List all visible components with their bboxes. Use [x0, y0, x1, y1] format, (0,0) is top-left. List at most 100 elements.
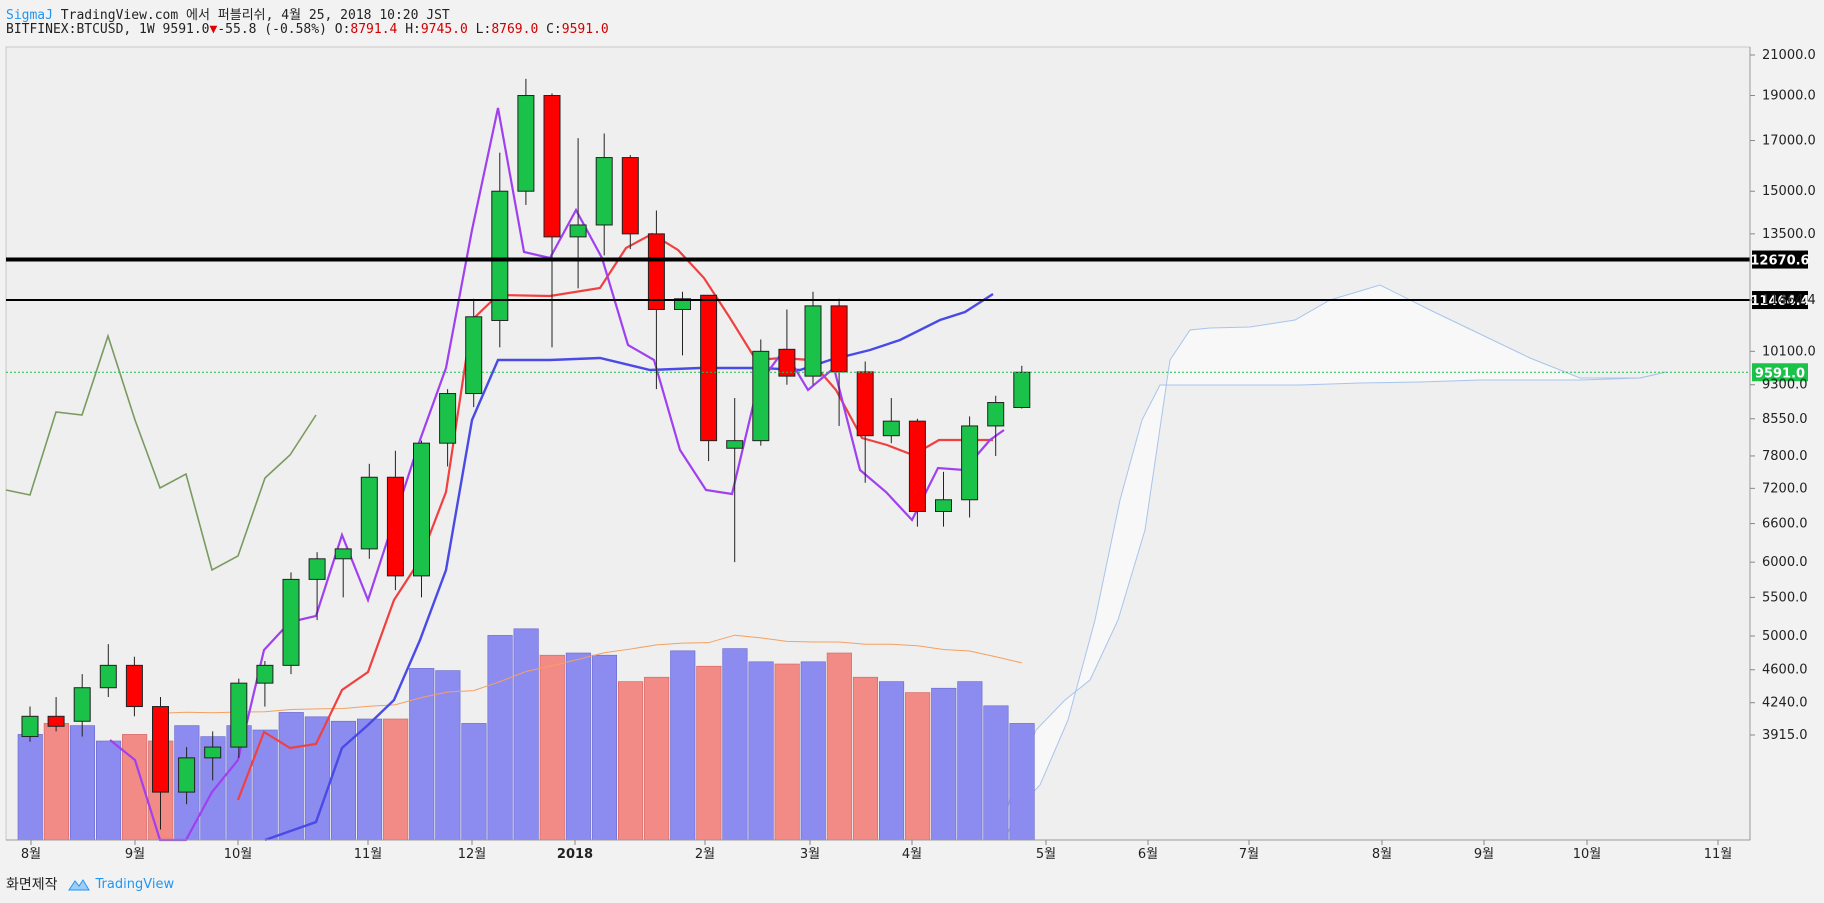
- volume-bar-26: [696, 665, 722, 841]
- cloud-fill: [1000, 285, 1666, 840]
- time-tick-6: 2월: [695, 847, 715, 862]
- price-tick-2: 17000.0: [1762, 134, 1816, 149]
- tradingview-logo-icon: [67, 878, 90, 890]
- made-with-label: 화면제작: [6, 877, 58, 893]
- volume-bar-34: [905, 692, 931, 841]
- conversion-line: [236, 232, 993, 801]
- volume-bar-10: [278, 712, 304, 841]
- price-axis[interactable]: 21000.0 19000.0 17000.0 15000.0 13500.0 11464…: [1749, 47, 1816, 840]
- price-label-1: 11464.4: [1750, 294, 1809, 309]
- price-tick-15: 4600.0: [1762, 663, 1808, 678]
- cloud-span-a: [999, 284, 1667, 841]
- price-label-box-2: [1752, 363, 1808, 382]
- symbol-label: BITFINEX:BTCUSD, 1W: [6, 22, 155, 37]
- open-value: 8791.4: [350, 22, 398, 37]
- price-tick-3: 15000.0: [1762, 184, 1816, 199]
- time-tick-15: 11월: [1704, 847, 1733, 862]
- low-label: L:: [475, 22, 492, 37]
- tradingview-brand: TradingView: [95, 876, 175, 892]
- author-name[interactable]: SigmaJ: [6, 8, 53, 23]
- candle-22: [595, 133, 613, 256]
- candle-14: [386, 450, 404, 591]
- price-tick-11: 6600.0: [1762, 517, 1808, 532]
- candle-33: [882, 398, 900, 444]
- time-tick-3: 11월: [354, 847, 383, 862]
- volume-bar-37: [983, 705, 1009, 841]
- time-tick-10: 6월: [1138, 847, 1158, 862]
- candle-9: [256, 661, 274, 707]
- candle-3: [99, 644, 117, 698]
- time-tick-13: 9월: [1474, 847, 1494, 862]
- volume-bar-0: [17, 734, 43, 841]
- footer: 화면제작 TradingView: [6, 874, 174, 894]
- candle-25: [674, 291, 691, 356]
- horizontal-levels[interactable]: 12670.6 11464.4 9591.0: [6, 250, 1810, 382]
- volume-bar-1: [43, 723, 69, 841]
- time-tick-7: 3월: [800, 847, 820, 862]
- candle-8: [230, 678, 248, 758]
- volume-bar-21: [565, 652, 591, 841]
- candle-17: [465, 298, 483, 408]
- volume-bar-2: [69, 725, 95, 841]
- cloud-span-b: [1004, 371, 1667, 841]
- time-axis[interactable]: 8월 9월 10월 11월 12월 2018 2월 3월 4월 5월 6월 7월 8월 9월 10월 11월: [6, 839, 1750, 862]
- price-label-box-1: [1752, 291, 1808, 310]
- time-tick-2: 10월: [224, 847, 253, 862]
- candle-30: [804, 291, 822, 385]
- candle-19: [517, 78, 535, 205]
- volume-bar-23: [617, 681, 644, 841]
- candle-20: [543, 93, 561, 348]
- candle-12: [334, 548, 352, 598]
- volume-bar-27: [722, 648, 748, 841]
- time-tick-5: 2018: [557, 847, 593, 862]
- volume-bar-19: [513, 628, 539, 841]
- time-tick-14: 10월: [1573, 847, 1602, 862]
- down-arrow-icon: ▼: [209, 22, 218, 37]
- publish-header: SigmaJ TradingView.com 에서 퍼블리쉬, 4월 25, 2…: [6, 4, 450, 23]
- volume-bars: [17, 628, 1035, 841]
- high-value: 9745.0: [420, 22, 468, 37]
- volume-bar-25: [670, 650, 696, 841]
- candle-7: [204, 731, 222, 781]
- candles: [21, 78, 1031, 830]
- volume-bar-22: [591, 654, 618, 841]
- price-tick-14: 5000.0: [1762, 629, 1808, 644]
- time-tick-4: 12월: [458, 847, 487, 862]
- close-label: C:: [546, 22, 562, 37]
- lagging-span-line: [5, 333, 317, 572]
- price-tick-5: 11464.4: [1762, 293, 1816, 308]
- candle-11: [308, 552, 326, 621]
- ohlc-header: BITFINEX:BTCUSD, 1W 9591.0▼-55.8 (-0.58%…: [6, 22, 609, 37]
- price-tick-16: 4240.0: [1762, 696, 1808, 711]
- volume-bar-32: [852, 676, 879, 841]
- low-value: 8769.0: [491, 22, 539, 37]
- volume-bar-30: [800, 661, 826, 841]
- candle-16: [439, 389, 457, 467]
- tradingview-link[interactable]: TradingView: [67, 876, 175, 892]
- open-label: O:: [334, 22, 351, 37]
- volume-bar-14: [383, 718, 409, 841]
- candle-5: [152, 697, 169, 830]
- candle-34: [908, 418, 926, 527]
- candle-18: [491, 152, 509, 348]
- volume-bar-9: [252, 729, 278, 841]
- volume-bar-28: [748, 661, 774, 841]
- candle-37: [987, 395, 1005, 456]
- volume-bar-29: [774, 663, 800, 841]
- volume-bar-15: [409, 668, 435, 841]
- candle-28: [752, 339, 770, 446]
- price-tick-17: 3915.0: [1762, 728, 1808, 743]
- price-change: -55.8 (-0.58%): [217, 22, 327, 37]
- price-tick-6: 10100.0: [1762, 344, 1816, 359]
- price-tick-8: 8550.0: [1762, 412, 1808, 427]
- volume-bar-31: [826, 652, 852, 841]
- last-price: 9591.0: [162, 22, 210, 37]
- volume-bar-13: [356, 718, 383, 841]
- time-tick-11: 7월: [1239, 847, 1259, 862]
- time-tick-12: 8월: [1372, 847, 1392, 862]
- candle-35: [935, 471, 952, 527]
- candle-27: [726, 398, 744, 563]
- high-label: H:: [405, 22, 421, 37]
- candle-13: [360, 463, 378, 559]
